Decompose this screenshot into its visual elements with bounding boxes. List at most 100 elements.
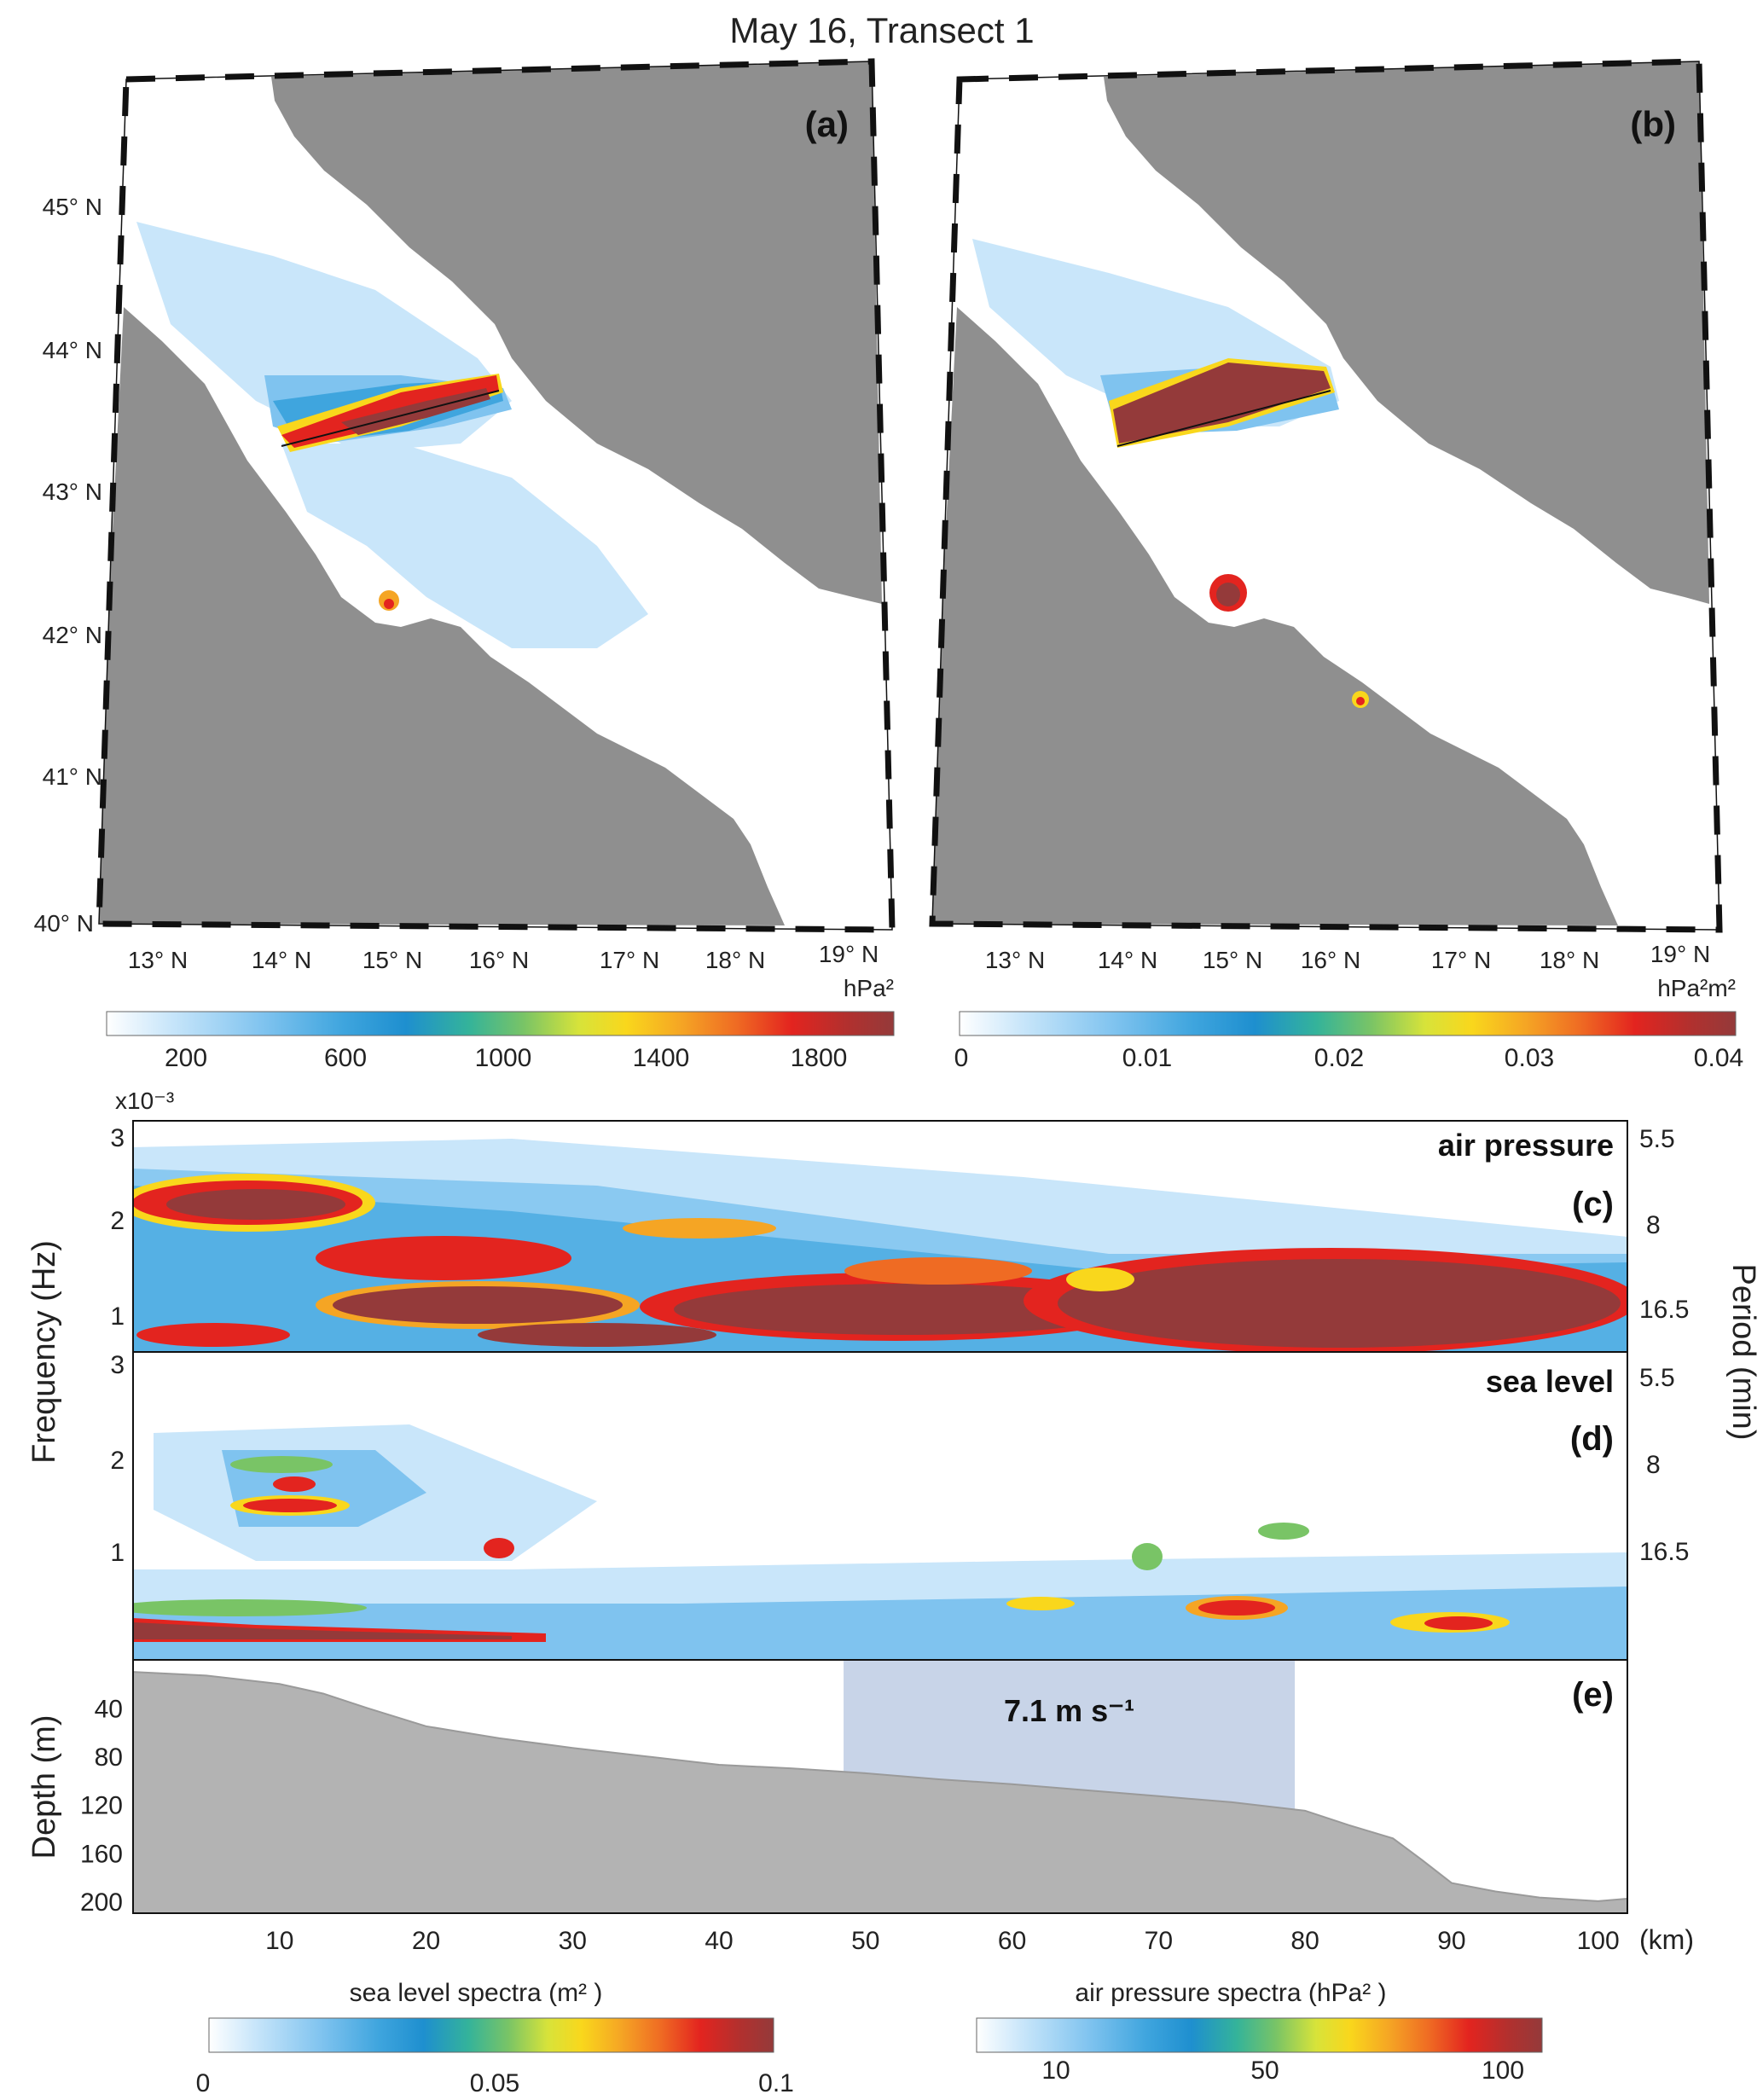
colorbar-b-tick: 0.01 (1122, 1044, 1172, 1072)
depth-tick-label: 80 (95, 1743, 123, 1772)
map-b-land-south (932, 307, 1618, 925)
colorbar-a-gradient (106, 1011, 895, 1036)
map-b-label: (b) (1630, 104, 1676, 144)
distance-tick-label: 80 (1290, 1927, 1319, 1955)
lat-tick-label: 40° N (34, 910, 94, 937)
period-axis-label: Period (min) (1725, 1264, 1761, 1441)
colorbar-sea-level: sea level spectra (m² ) 0 0.05 0.1 (196, 1979, 794, 2097)
lon-tick-label: 17° N (1431, 947, 1491, 973)
map-a-label: (a) (805, 104, 849, 144)
lon-tick-label: 14° N (252, 947, 311, 973)
lon-tick-label: 18° N (705, 947, 765, 973)
lon-tick-label: 15° N (362, 947, 422, 973)
period-tick-label: 5.5 (1639, 1364, 1675, 1392)
period-ticks: 5.5 8 16.5 5.5 8 16.5 (1639, 1125, 1689, 1566)
colorbar-b-tick: 0.02 (1314, 1044, 1364, 1072)
period-tick-label: 8 (1646, 1211, 1661, 1239)
map-panel-b: (b) (929, 58, 1723, 933)
freq-tick-label: 1 (110, 1302, 125, 1331)
colorbar-sea-level-tick: 0 (196, 2069, 211, 2097)
depth-profile-line (132, 1671, 1628, 1902)
colorbar-sea-level-tick: 0.05 (470, 2069, 519, 2097)
panel-c-air-pressure: air pressure (c) (132, 1120, 1628, 1353)
panel-d-sea-level: sea level (d) (132, 1351, 1628, 1661)
lat-tick-label: 41° N (43, 763, 102, 790)
lat-tick-label: 45° N (43, 194, 102, 220)
depth-tick-label: 160 (80, 1840, 123, 1868)
panel-c-label: (c) (1572, 1186, 1614, 1223)
lat-tick-label: 44° N (43, 337, 102, 363)
colorbar-a-tick: 1000 (475, 1044, 532, 1072)
period-tick-label: 16.5 (1639, 1296, 1689, 1324)
frequency-axis-label: Frequency (Hz) (26, 1240, 62, 1464)
panel-e-frame (132, 1659, 1628, 1914)
distance-tick-label: 60 (998, 1927, 1026, 1955)
distance-tick-label: 30 (559, 1927, 587, 1955)
colorbar-sea-level-tick: 0.1 (758, 2069, 794, 2097)
lat-tick-label: 43° N (43, 479, 102, 505)
panel-d-name: sea level (1486, 1364, 1614, 1399)
map-a-lat-ticks: 45° N 44° N 43° N 42° N 41° N 40° N (34, 194, 102, 937)
map-panel-a: (a) (96, 58, 896, 933)
lon-tick-label: 16° N (1301, 947, 1360, 973)
period-tick-label: 5.5 (1639, 1125, 1675, 1153)
map-b-land-north (960, 61, 1709, 604)
distance-tick-label: 90 (1437, 1927, 1465, 1955)
period-tick-label: 8 (1646, 1451, 1661, 1479)
map-a-border-inner (98, 61, 893, 931)
lat-tick-label: 42° N (43, 622, 102, 648)
colorbar-air-pressure-title: air pressure spectra (hPa² ) (1075, 1979, 1386, 2007)
freq-tick-label: 1 (110, 1539, 125, 1567)
panel-e-label: (e) (1572, 1676, 1614, 1714)
colorbar-b-gradient (959, 1011, 1737, 1036)
lon-tick-label: 19° N (1650, 941, 1710, 967)
distance-tick-label: 10 (265, 1927, 293, 1955)
colorbar-b-tick: 0 (954, 1044, 969, 1072)
colorbar-b-tick: 0.03 (1505, 1044, 1554, 1072)
depth-tick-label: 120 (80, 1792, 123, 1820)
freq-tick-label: 2 (110, 1447, 125, 1475)
freq-tick-label: 3 (110, 1124, 125, 1152)
distance-tick-label: 50 (851, 1927, 879, 1955)
colorbar-a-unit: hPa² (844, 975, 894, 1001)
colorbar-sea-level-title: sea level spectra (m² ) (350, 1979, 603, 2007)
depth-tick-label: 200 (80, 1888, 123, 1917)
depth-tick-label: 40 (95, 1696, 123, 1724)
colorbar-air-pressure-tick: 100 (1482, 2056, 1524, 2085)
depth-ticks: 40 80 120 160 200 (80, 1696, 123, 1917)
colorbar-air-pressure-tick: 10 (1041, 2056, 1070, 2085)
colorbar-air-pressure-gradient (976, 2017, 1543, 2053)
lon-tick-label: 18° N (1540, 947, 1599, 973)
colorbar-air-pressure-tick: 50 (1250, 2056, 1279, 2085)
colorbar-a-tick: 200 (165, 1044, 207, 1072)
lon-tick-label: 17° N (600, 947, 659, 973)
map-b-lon-ticks: 13° N 14° N 15° N 16° N 17° N 18° N 19° … (985, 941, 1710, 973)
panel-c-name: air pressure (1438, 1128, 1614, 1163)
colorbar-a-tick: 1800 (791, 1044, 848, 1072)
panel-d-label: (d) (1570, 1420, 1614, 1458)
freq-tick-label: 3 (110, 1351, 125, 1379)
period-tick-label: 16.5 (1639, 1538, 1689, 1566)
distance-tick-label: 70 (1145, 1927, 1173, 1955)
frequency-ticks: 3 2 1 3 2 1 (110, 1124, 125, 1567)
lon-tick-label: 14° N (1098, 947, 1157, 973)
freq-tick-label: 2 (110, 1207, 125, 1235)
lon-tick-label: 15° N (1203, 947, 1262, 973)
colorbar-a-tick: 600 (324, 1044, 367, 1072)
lon-tick-label: 13° N (985, 947, 1045, 973)
lon-tick-label: 16° N (469, 947, 529, 973)
colorbar-a-tick: 1400 (633, 1044, 690, 1072)
lon-tick-label: 13° N (128, 947, 188, 973)
distance-tick-label: 100 (1577, 1927, 1620, 1955)
exponent-label: x10⁻³ (115, 1088, 174, 1114)
distance-tick-label: 40 (705, 1927, 733, 1955)
depth-axis-label: Depth (m) (26, 1715, 62, 1859)
figure-title: May 16, Transect 1 (729, 10, 1034, 50)
wind-speed-label: 7.1 m s⁻¹ (1004, 1693, 1134, 1728)
panel-e-depth: 7.1 m s⁻¹ (e) 40 80 120 160 200 10 20 30 40 50 60… (26, 1659, 1694, 1955)
colorbar-b: hPa²m² 0 0.01 0.02 0.03 0.04 (954, 975, 1744, 1072)
colorbar-sea-level-gradient (208, 2017, 774, 2053)
distance-unit-label: (km) (1639, 1924, 1694, 1955)
colorbar-a: hPa² 200 600 1000 1400 1800 (106, 975, 895, 1072)
distance-tick-label: 20 (412, 1927, 440, 1955)
